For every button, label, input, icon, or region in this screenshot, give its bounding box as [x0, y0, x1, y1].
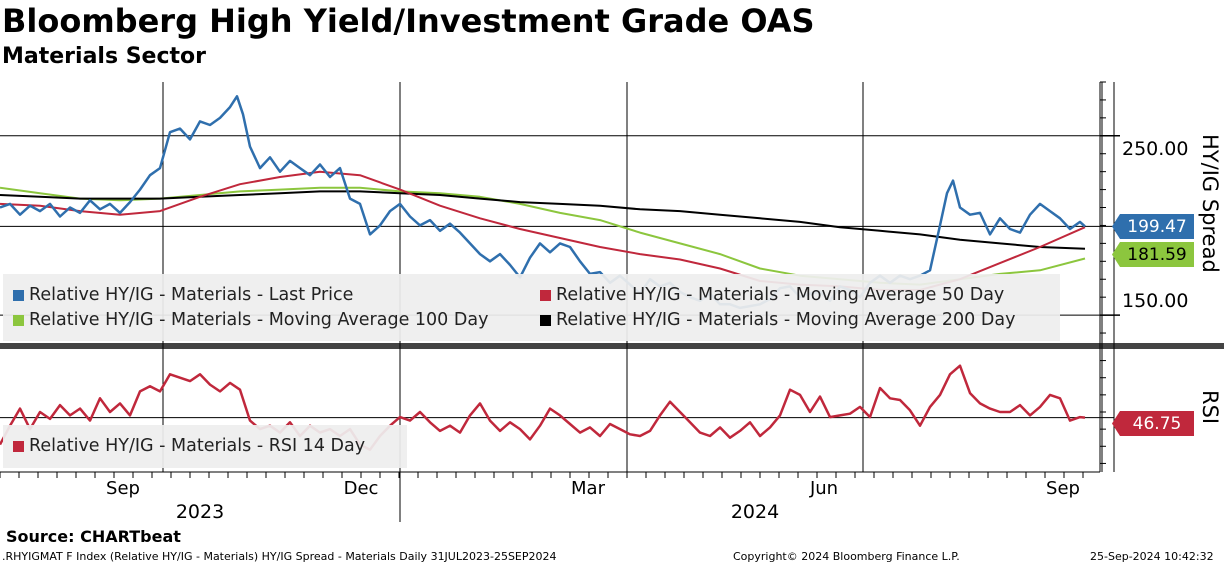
legend-swatch-ma200 [540, 314, 551, 326]
xtick-jun: Jun [809, 478, 839, 499]
index-description: .RHYIGMAT F Index (Relative HY/IG - Mate… [2, 550, 557, 563]
year-2024: 2024 [730, 501, 780, 523]
legend-swatch-ma50 [540, 289, 551, 301]
legend-swatch-rsi [13, 440, 24, 452]
legend-item-rsi: Relative HY/IG - Materials - RSI 14 Day [13, 436, 365, 456]
timestamp: 25-Sep-2024 10:42:32 [1090, 550, 1214, 563]
ma100-value: 181.59 [1127, 244, 1187, 265]
last-price-value-tag: 199.47 [1112, 214, 1194, 239]
chart-subtitle: Materials Sector [2, 44, 206, 69]
ma100-value-tag: 181.59 [1112, 242, 1194, 267]
legend-item-ma50: Relative HY/IG - Materials - Moving Aver… [540, 285, 1004, 305]
xtick-mar: Mar [571, 478, 605, 499]
legend-item-ma200: Relative HY/IG - Materials - Moving Aver… [540, 310, 1015, 330]
last-price-value: 199.47 [1127, 216, 1187, 237]
upper-legend: Relative HY/IG - Materials - Last Price … [3, 274, 1060, 341]
lower-axis-title: RSI [1198, 390, 1222, 425]
panel-divider [0, 343, 1224, 349]
series-ma200 [0, 190, 1086, 250]
upper-axis-title: HY/IG Spread [1198, 134, 1222, 273]
legend-swatch-ma100 [13, 314, 24, 326]
copyright: Copyright© 2024 Bloomberg Finance L.P. [733, 550, 960, 563]
ytick-150: 150.00 [1122, 290, 1189, 312]
year-2023: 2023 [175, 501, 225, 523]
legend-label-last-price: Relative HY/IG - Materials - Last Price [29, 285, 354, 305]
xtick-sep-2023: Sep [106, 478, 140, 499]
xtick-dec: Dec [343, 478, 379, 499]
xtick-sep-2024: Sep [1046, 478, 1080, 499]
legend-label-rsi: Relative HY/IG - Materials - RSI 14 Day [29, 436, 366, 456]
lower-series-group [0, 364, 1086, 451]
legend-item-last-price: Relative HY/IG - Materials - Last Price [13, 285, 353, 305]
rsi-value-tag: 46.75 [1112, 411, 1194, 436]
legend-item-ma100: Relative HY/IG - Materials - Moving Aver… [13, 310, 488, 330]
legend-label-ma100: Relative HY/IG - Materials - Moving Aver… [29, 310, 489, 330]
source-label: Source: CHARTbeat [6, 527, 181, 546]
chart-title: Bloomberg High Yield/Investment Grade OA… [2, 2, 815, 40]
lower-legend: Relative HY/IG - Materials - RSI 14 Day [3, 425, 407, 468]
series-rsi [0, 364, 1086, 451]
legend-label-ma50: Relative HY/IG - Materials - Moving Aver… [556, 285, 1005, 305]
ytick-250: 250.00 [1122, 138, 1189, 160]
legend-label-ma200: Relative HY/IG - Materials - Moving Aver… [556, 310, 1016, 330]
rsi-value: 46.75 [1132, 413, 1182, 434]
legend-swatch-last-price [13, 289, 24, 301]
